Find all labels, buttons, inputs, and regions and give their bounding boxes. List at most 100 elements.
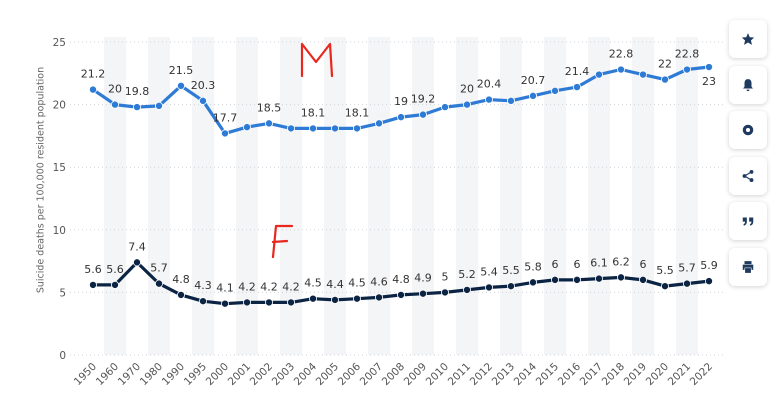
- data-point: [506, 96, 515, 105]
- data-point: [418, 110, 427, 119]
- data-label: 4.4: [326, 278, 344, 291]
- data-point: [89, 85, 98, 94]
- data-label: 4.8: [172, 273, 190, 286]
- annotation-m: [300, 42, 334, 78]
- x-tick-label: 2010: [424, 361, 451, 388]
- data-point: [330, 295, 339, 304]
- gear-icon: [742, 124, 754, 136]
- data-label: 19.8: [125, 85, 150, 98]
- y-tick-label: 15: [53, 162, 66, 174]
- data-point: [308, 294, 317, 303]
- data-label: 20: [108, 83, 122, 96]
- data-point: [132, 258, 141, 267]
- data-point: [242, 123, 251, 132]
- data-label: 7.4: [128, 240, 146, 253]
- y-tick-label: 0: [59, 350, 66, 362]
- data-point: [551, 275, 560, 284]
- x-tick-label: 1990: [160, 361, 187, 388]
- x-tick-label: 2019: [622, 361, 649, 388]
- x-tick-label: 1995: [182, 361, 209, 388]
- data-point: [418, 289, 427, 298]
- data-label: 4.5: [304, 277, 322, 290]
- x-tick-label: 1980: [138, 361, 165, 388]
- data-point: [396, 290, 405, 299]
- data-point: [176, 290, 185, 299]
- data-point: [661, 75, 670, 84]
- column-band: [236, 37, 258, 355]
- data-point: [529, 278, 538, 287]
- column-band: [368, 37, 390, 355]
- data-point: [661, 282, 670, 291]
- data-point: [440, 288, 449, 297]
- data-point: [352, 124, 361, 133]
- notification-button[interactable]: [729, 65, 767, 104]
- star-icon: [741, 33, 755, 45]
- data-point: [352, 294, 361, 303]
- data-point: [639, 275, 648, 284]
- column-band: [104, 37, 126, 355]
- data-point: [396, 113, 405, 122]
- side-toolbar: [729, 20, 769, 293]
- x-tick-label: 2011: [446, 361, 473, 388]
- data-label: 5.7: [150, 262, 168, 275]
- data-label: 4.6: [370, 275, 388, 288]
- data-point: [374, 293, 383, 302]
- data-label: 19.2: [411, 93, 436, 106]
- column-band: [500, 37, 522, 355]
- x-tick-label: 2004: [292, 360, 320, 388]
- y-tick-label: 20: [53, 100, 66, 112]
- column-band: [544, 37, 566, 355]
- cite-button[interactable]: [729, 202, 767, 240]
- x-tick-label: 1950: [72, 361, 99, 388]
- print-button[interactable]: [729, 247, 767, 286]
- data-point: [484, 95, 493, 104]
- data-point: [308, 124, 317, 133]
- x-tick-label: 2006: [336, 360, 364, 388]
- bell-icon: [743, 78, 753, 91]
- data-point: [617, 273, 626, 282]
- data-point: [529, 91, 538, 100]
- column-band: [632, 37, 654, 355]
- y-tick-label: 5: [59, 287, 66, 299]
- data-label: 20.3: [191, 79, 216, 92]
- data-label: 18.1: [301, 106, 326, 119]
- x-tick-label: 2003: [270, 361, 297, 388]
- data-label: 18.5: [257, 101, 282, 114]
- data-label: 5.6: [84, 263, 102, 276]
- data-label: 6.1: [590, 257, 608, 270]
- data-label: 21.5: [169, 64, 194, 77]
- settings-button[interactable]: [729, 111, 767, 149]
- data-point: [220, 299, 229, 308]
- data-label: 22.8: [675, 48, 700, 61]
- data-label: 5.7: [678, 262, 696, 275]
- data-label: 22: [658, 58, 672, 71]
- data-point: [176, 81, 185, 90]
- data-point: [595, 70, 604, 79]
- data-label: 5.9: [700, 259, 718, 272]
- x-tick-label: 2002: [248, 361, 275, 388]
- data-label: 5.2: [458, 268, 476, 281]
- column-band: [148, 37, 170, 355]
- share-button[interactable]: [729, 156, 767, 195]
- x-tick-label: 2013: [490, 361, 517, 388]
- x-tick-label: 2020: [644, 361, 671, 388]
- data-label: 5: [442, 270, 449, 283]
- data-point: [330, 124, 339, 133]
- data-point: [132, 103, 141, 112]
- data-point: [639, 70, 648, 79]
- data-point: [506, 282, 515, 291]
- favorite-button[interactable]: [729, 20, 767, 58]
- data-point: [551, 86, 560, 95]
- data-point: [286, 124, 295, 133]
- x-tick-label: 2017: [578, 361, 605, 388]
- data-label: 20.4: [477, 78, 502, 91]
- x-tick-label: 2014: [512, 360, 540, 388]
- data-point: [374, 119, 383, 128]
- x-tick-label: 2007: [358, 361, 385, 388]
- column-band: [588, 37, 610, 355]
- x-tick-label: 2009: [402, 361, 429, 388]
- data-label: 18.1: [345, 106, 370, 119]
- data-point: [111, 100, 120, 109]
- x-tick-label: 1960: [94, 361, 121, 388]
- data-point: [220, 129, 229, 138]
